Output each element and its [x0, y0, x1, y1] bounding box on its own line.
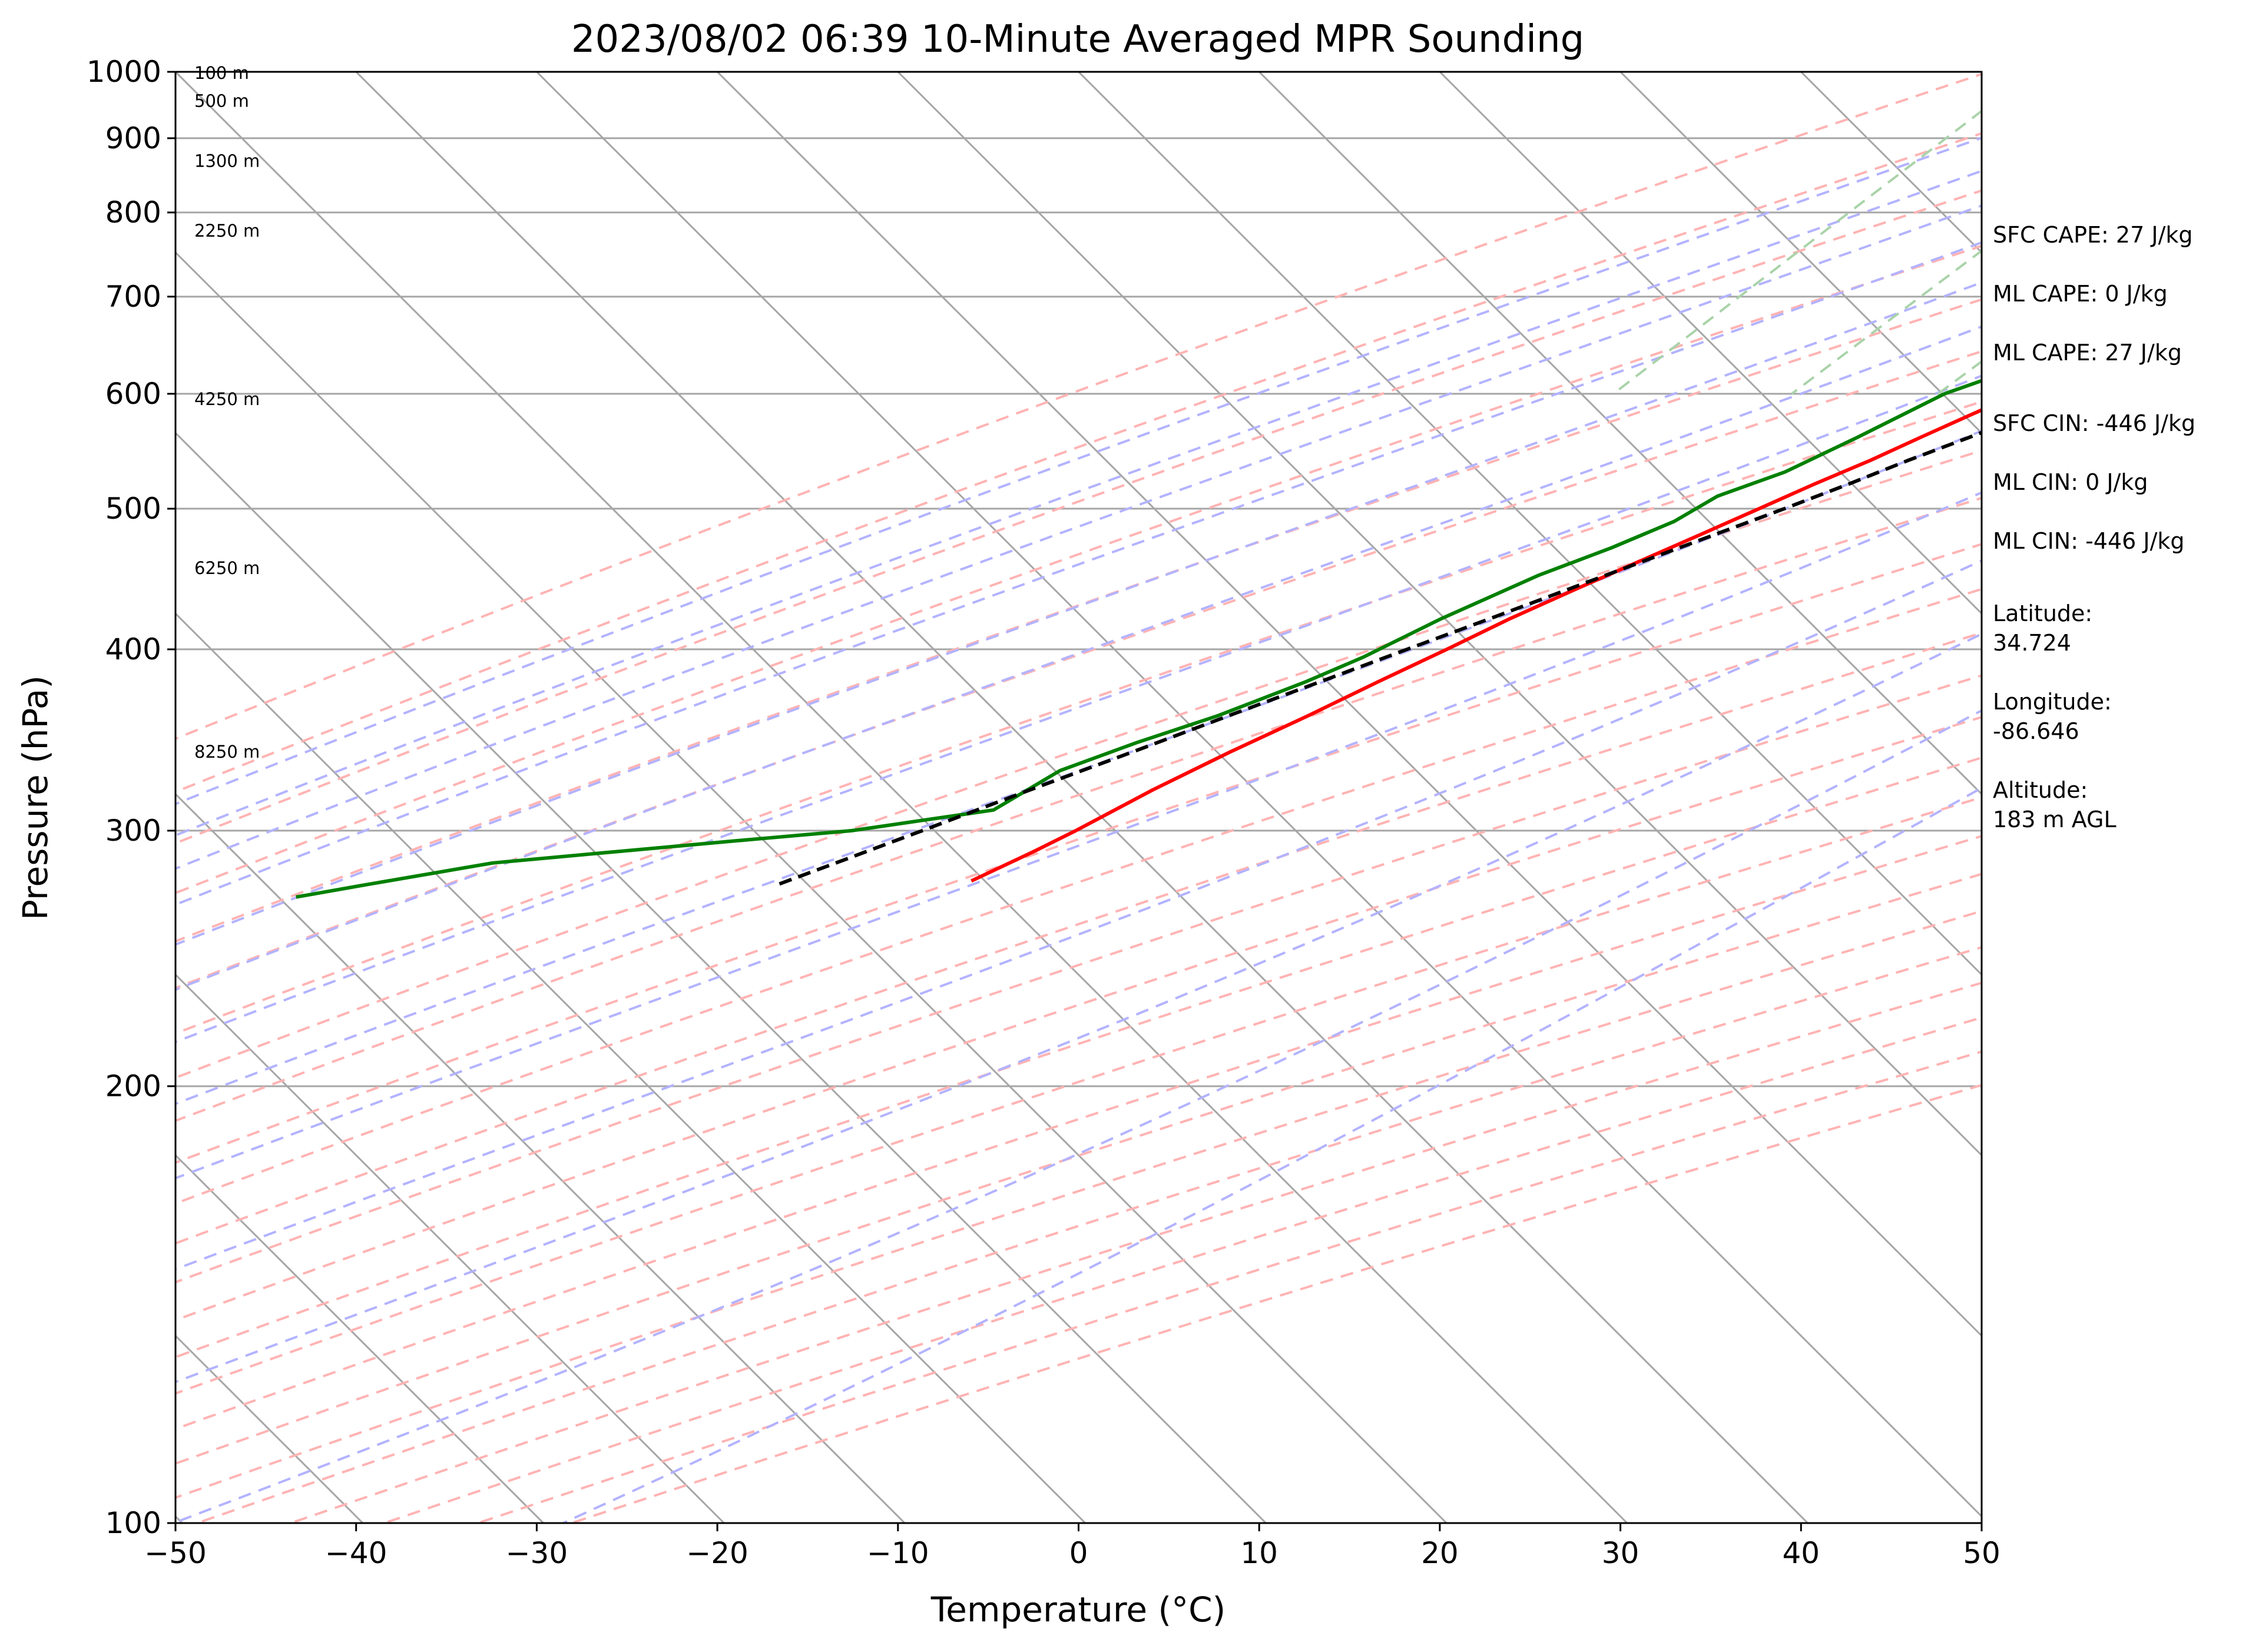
longitude-value: -86.646	[1993, 718, 2079, 744]
isotherm-line	[1258, 72, 1982, 795]
dry-adiabat-line	[175, 796, 1982, 1395]
isotherm-line	[175, 792, 906, 1523]
height-label: 1300 m	[194, 151, 260, 171]
moist-adiabat-line	[175, 559, 1982, 1270]
x-tick-label: 20	[1421, 1536, 1459, 1570]
side-panel: SFC CAPE: 27 J/kg ML CAPE: 0 J/kg ML CAP…	[1993, 222, 2195, 832]
dry-adiabat-line	[175, 910, 1982, 1499]
x-tick-label: 10	[1240, 1536, 1278, 1570]
isotherm-line	[175, 973, 725, 1523]
y-tick-label: 1000	[87, 55, 161, 89]
height-label: 6250 m	[194, 558, 260, 578]
x-axis-ticks: −50 −40 −30 −20 −10 0 10 20 30 40 50	[144, 1523, 2000, 1570]
dry-adiabat-line	[175, 543, 1982, 1164]
height-labels: 100 m 500 m 1300 m 2250 m 4250 m 6250 m 8250 m	[194, 63, 260, 762]
dry-adiabat-line	[175, 835, 1982, 1431]
isotherm-line	[175, 1154, 544, 1523]
dry-adiabat-line	[175, 298, 1982, 943]
height-label: 500 m	[194, 91, 249, 111]
isotherm-line	[1078, 72, 1982, 976]
isotherm-line	[355, 72, 1809, 1523]
chart-title: 2023/08/02 06:39 10-Minute Averaged MPR …	[571, 18, 1584, 61]
y-tick-label: 800	[105, 195, 161, 230]
dry-adiabat-line	[175, 674, 1982, 1283]
height-label: 8250 m	[194, 742, 260, 762]
moist-adiabat-line	[175, 170, 1982, 837]
x-tick-label: −40	[325, 1536, 387, 1570]
x-tick-label: 40	[1782, 1536, 1820, 1570]
dry-adiabat-line	[175, 244, 1982, 894]
latitude-label: Latitude:	[1993, 601, 2092, 626]
ml-cape-label: ML CAPE: 0 J/kg	[1993, 281, 2168, 307]
isotherm-line	[175, 72, 1628, 1523]
isotherm-line	[536, 72, 1982, 1518]
x-tick-label: −50	[144, 1536, 207, 1570]
x-tick-label: 30	[1602, 1536, 1639, 1570]
moist-adiabat-line	[562, 787, 1982, 1523]
x-axis-label: Temperature (°C)	[930, 1590, 1226, 1630]
parcel-line	[774, 430, 1982, 887]
longitude-label: Longitude:	[1993, 689, 2112, 715]
isotherm-line	[175, 612, 1086, 1523]
y-tick-label: 500	[105, 492, 161, 526]
temperature-line	[971, 408, 1982, 883]
moist-adiabat-line	[175, 241, 1982, 906]
dry-adiabat-line	[175, 631, 1982, 1245]
ml-cin-label-2: ML CIN: -446 J/kg	[1993, 528, 2185, 554]
x-tick-label: −10	[867, 1536, 929, 1570]
mixing-ratio-line	[1612, 109, 1982, 395]
altitude-value: 183 m AGL	[1993, 807, 2116, 832]
moist-adiabat-line	[175, 137, 1982, 805]
y-axis-label: Pressure (hPa)	[15, 675, 55, 920]
x-tick-label: 0	[1069, 1536, 1088, 1570]
mixing-ratio-line	[1791, 249, 1982, 395]
dry-adiabat-line	[175, 72, 1982, 741]
series-group	[296, 379, 1982, 899]
ml-cin-label: ML CIN: 0 J/kg	[1993, 469, 2148, 495]
ml-cape-label-2: ML CAPE: 27 J/kg	[1993, 340, 2182, 366]
y-tick-label: 700	[105, 280, 161, 314]
isotherm-line	[717, 72, 1982, 1338]
isotherm-line	[175, 432, 1267, 1523]
moist-adiabat-line	[175, 429, 1982, 1105]
isotherm-line	[1619, 72, 1982, 434]
isotherm-line	[1439, 72, 1982, 615]
x-tick-label: −20	[686, 1536, 748, 1570]
y-tick-label: 900	[105, 121, 161, 155]
isotherm-line	[175, 251, 1448, 1523]
y-tick-label: 400	[105, 632, 161, 666]
altitude-label: Altitude:	[1993, 777, 2088, 803]
dry-adiabat-line	[175, 400, 1982, 1035]
y-tick-label: 200	[105, 1069, 161, 1103]
moist-adiabat-line	[175, 374, 1982, 1043]
height-label: 4250 m	[194, 389, 260, 409]
sfc-cin-label: SFC CIN: -446 J/kg	[1993, 410, 2195, 436]
y-tick-label: 600	[105, 377, 161, 411]
moist-adiabat-line	[175, 632, 1982, 1384]
x-tick-label: −30	[506, 1536, 568, 1570]
dry-adiabat-line	[175, 132, 1982, 794]
y-tick-label: 300	[105, 814, 161, 848]
latitude-value: 34.724	[1993, 630, 2071, 656]
isotherm-line	[897, 72, 1982, 1157]
reference-lines	[175, 72, 1982, 1523]
moist-adiabat-line	[175, 325, 1982, 991]
y-axis-ticks: 100 200 300 400 500 600 700 800 900 1000	[87, 55, 175, 1540]
sfc-cape-label: SFC CAPE: 27 J/kg	[1993, 222, 2193, 248]
height-label: 2250 m	[194, 221, 260, 241]
y-tick-label: 100	[105, 1506, 161, 1540]
height-label: 100 m	[194, 63, 249, 83]
x-tick-label: 50	[1963, 1536, 2000, 1570]
